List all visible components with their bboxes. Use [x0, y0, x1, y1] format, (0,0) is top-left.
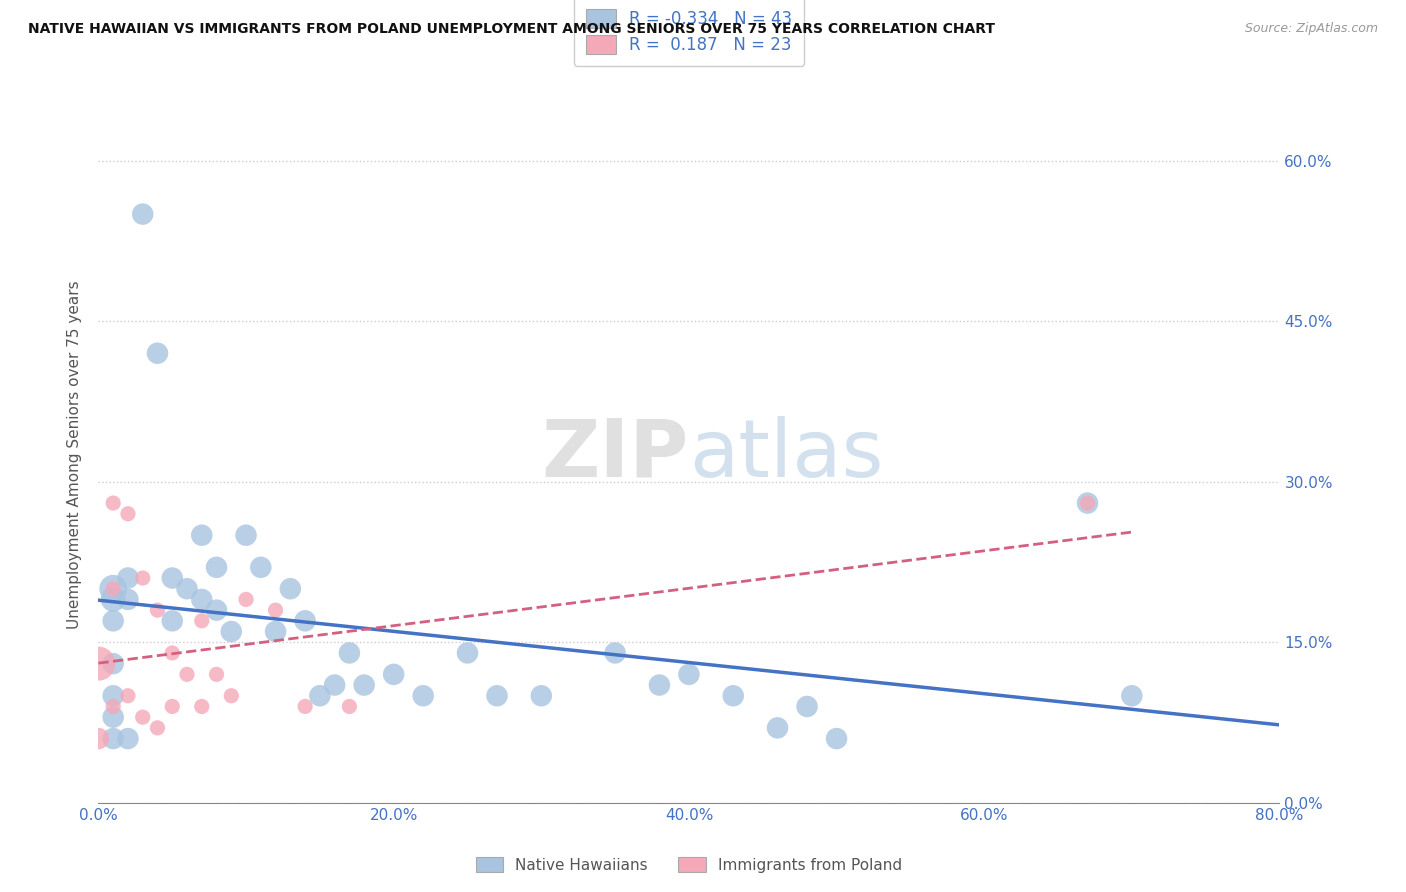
- Point: [191, 699, 214, 714]
- Point: [530, 689, 553, 703]
- Point: [103, 689, 125, 703]
- Text: Source: ZipAtlas.com: Source: ZipAtlas.com: [1244, 22, 1378, 36]
- Point: [103, 592, 125, 607]
- Point: [219, 624, 242, 639]
- Point: [103, 582, 125, 596]
- Point: [219, 689, 242, 703]
- Point: [294, 614, 316, 628]
- Point: [205, 667, 228, 681]
- Point: [1077, 496, 1099, 510]
- Point: [412, 689, 434, 703]
- Point: [1077, 496, 1099, 510]
- Point: [250, 560, 273, 574]
- Point: [1121, 689, 1143, 703]
- Legend: Native Hawaiians, Immigrants from Poland: Native Hawaiians, Immigrants from Poland: [470, 850, 908, 879]
- Point: [605, 646, 627, 660]
- Point: [176, 667, 198, 681]
- Point: [103, 582, 125, 596]
- Point: [191, 614, 214, 628]
- Point: [103, 710, 125, 724]
- Point: [87, 657, 110, 671]
- Point: [796, 699, 818, 714]
- Point: [766, 721, 789, 735]
- Point: [103, 731, 125, 746]
- Point: [278, 582, 302, 596]
- Point: [191, 592, 214, 607]
- Point: [162, 646, 183, 660]
- Point: [382, 667, 405, 681]
- Point: [486, 689, 509, 703]
- Text: ZIP: ZIP: [541, 416, 689, 494]
- Point: [103, 699, 125, 714]
- Point: [117, 592, 139, 607]
- Point: [191, 528, 214, 542]
- Point: [339, 646, 360, 660]
- Point: [205, 603, 228, 617]
- Point: [103, 657, 125, 671]
- Point: [723, 689, 745, 703]
- Point: [87, 731, 110, 746]
- Point: [456, 646, 478, 660]
- Point: [264, 624, 287, 639]
- Point: [162, 614, 183, 628]
- Point: [825, 731, 848, 746]
- Point: [117, 689, 139, 703]
- Point: [117, 571, 139, 585]
- Point: [648, 678, 671, 692]
- Point: [146, 346, 169, 360]
- Point: [264, 603, 287, 617]
- Point: [132, 710, 155, 724]
- Point: [176, 582, 198, 596]
- Point: [103, 496, 125, 510]
- Point: [235, 528, 257, 542]
- Point: [162, 699, 183, 714]
- Point: [309, 689, 332, 703]
- Point: [294, 699, 316, 714]
- Point: [323, 678, 346, 692]
- Point: [205, 560, 228, 574]
- Text: atlas: atlas: [689, 416, 883, 494]
- Point: [146, 721, 169, 735]
- Point: [678, 667, 700, 681]
- Point: [353, 678, 375, 692]
- Y-axis label: Unemployment Among Seniors over 75 years: Unemployment Among Seniors over 75 years: [67, 281, 83, 629]
- Point: [132, 571, 155, 585]
- Point: [103, 614, 125, 628]
- Point: [339, 699, 360, 714]
- Point: [162, 571, 183, 585]
- Point: [117, 731, 139, 746]
- Point: [146, 603, 169, 617]
- Point: [132, 207, 155, 221]
- Point: [117, 507, 139, 521]
- Text: NATIVE HAWAIIAN VS IMMIGRANTS FROM POLAND UNEMPLOYMENT AMONG SENIORS OVER 75 YEA: NATIVE HAWAIIAN VS IMMIGRANTS FROM POLAN…: [28, 22, 995, 37]
- Point: [235, 592, 257, 607]
